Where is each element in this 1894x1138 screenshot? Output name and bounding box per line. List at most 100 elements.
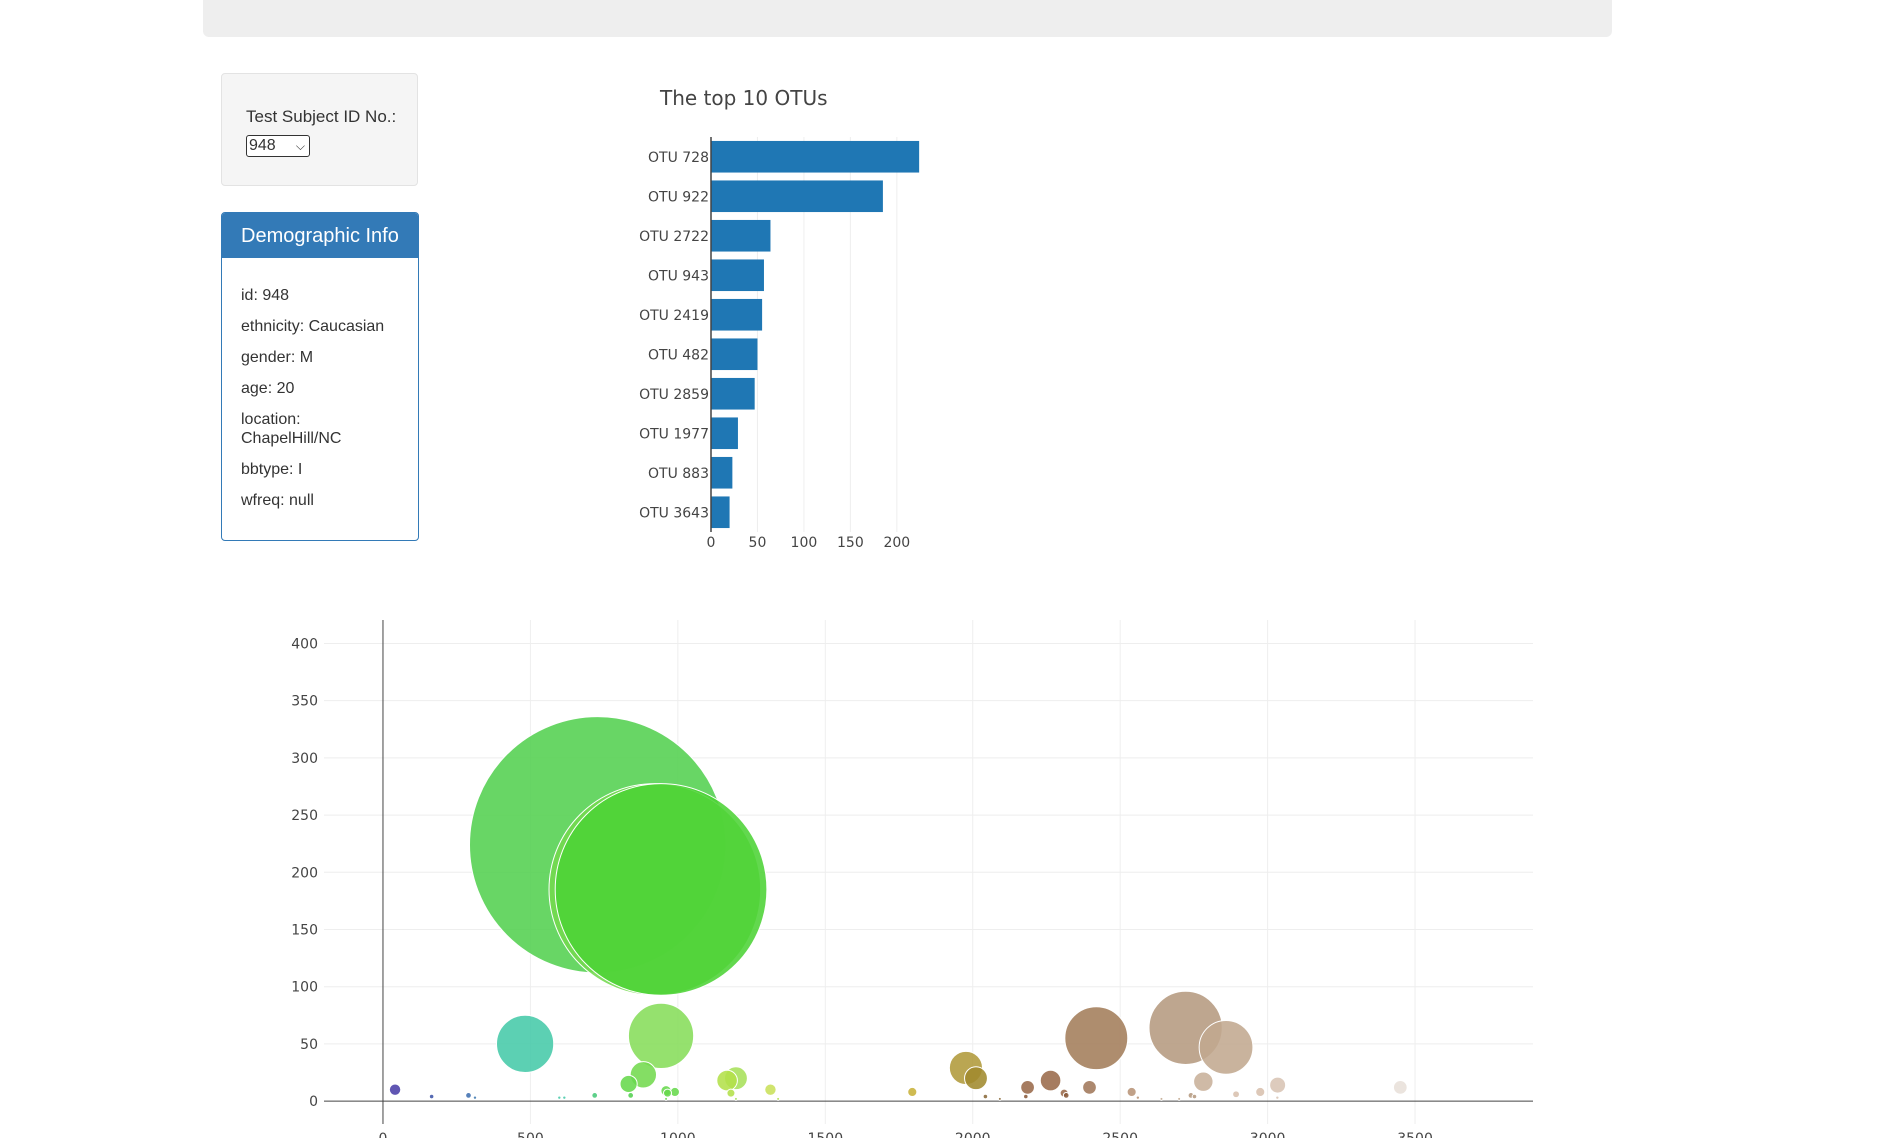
chevron-down-icon: ⌵ <box>295 139 305 153</box>
subject-id-select[interactable]: 948 ⌵ <box>246 135 310 157</box>
bar-y-tick-label: OTU 2722 <box>639 229 709 245</box>
bubble-y-tick-label: 250 <box>291 808 318 824</box>
otu-bubble <box>496 1014 555 1074</box>
otu-bubble <box>1269 1076 1287 1094</box>
bubble-x-tick-label: 1000 <box>660 1131 696 1138</box>
otu-bubble <box>465 1092 472 1099</box>
bubble-x-tick-label: 2000 <box>955 1131 991 1138</box>
bubble-x-tick-label: 1500 <box>807 1131 843 1138</box>
otu-bubble <box>733 1096 738 1101</box>
otu-bubble-chart[interactable]: 0 50 100 150 200 250 300 350 400 0 500 1000 1500 2000… <box>0 560 1894 1138</box>
otu-bubble <box>664 1096 669 1101</box>
bubble-x-tick-label: 3500 <box>1397 1131 1433 1138</box>
otu-bubble <box>1198 1019 1254 1075</box>
otu-bar <box>711 417 738 450</box>
otu-bubble <box>776 1096 781 1101</box>
metadata-wfreq: wfreq: null <box>241 492 314 509</box>
otu-bubble <box>1255 1086 1266 1098</box>
bubble-y-tick-label: 300 <box>291 751 318 767</box>
otu-bubble <box>562 1095 567 1100</box>
top-otus-bar-chart[interactable]: The top 10 OTUs 0 50 100 150 200 OTU 728 OTU 92… <box>0 0 1894 560</box>
bar-x-tick-label: 0 <box>707 535 716 551</box>
otu-bubble <box>554 783 768 996</box>
bubble-y-tick-label: 350 <box>291 694 318 710</box>
otu-bubble <box>1191 1093 1198 1100</box>
otu-bubble <box>663 1088 673 1098</box>
demographic-info-heading: Demographic Info <box>222 213 418 258</box>
subject-id-value: 948 <box>249 137 276 154</box>
otu-bubble <box>1193 1071 1214 1092</box>
bubble-y-tick-label: 400 <box>291 636 318 652</box>
otu-bar <box>711 140 920 173</box>
otu-bubble <box>1159 1096 1164 1101</box>
bar-y-tick-label: OTU 922 <box>648 189 709 205</box>
otu-bar <box>711 338 758 371</box>
otu-bar <box>711 456 733 489</box>
bubble-y-tick-label: 150 <box>291 922 318 938</box>
metadata-bbtype: bbtype: I <box>241 461 303 478</box>
bar-y-tick-label: OTU 943 <box>648 268 709 284</box>
bar-y-tick-label: OTU 482 <box>648 347 709 363</box>
bubble-x-tick-label: 0 <box>379 1131 388 1138</box>
otu-bubble <box>907 1086 918 1098</box>
otu-bar <box>711 180 883 213</box>
metadata-id: id: 948 <box>241 287 290 304</box>
metadata-location: location: ChapelHill/NC <box>241 411 342 447</box>
page-header <box>203 0 1612 37</box>
otu-bubble <box>726 1088 736 1098</box>
otu-bubble <box>997 1096 1002 1101</box>
otu-bubble <box>982 1093 989 1100</box>
otu-bubble <box>964 1066 988 1091</box>
otu-bubble <box>1062 1092 1070 1099</box>
bubble-x-tick-label: 2500 <box>1102 1131 1138 1138</box>
bar-x-tick-label: 150 <box>837 535 864 551</box>
bubble-y-tick-label: 50 <box>300 1037 318 1053</box>
otu-bubble <box>1023 1093 1029 1100</box>
subject-selector-label: Test Subject ID No.: <box>246 107 397 126</box>
otu-bubble <box>1392 1080 1408 1095</box>
otu-bubble <box>1082 1080 1097 1095</box>
bubble-x-tick-label: 3000 <box>1250 1131 1286 1138</box>
bar-chart-title: The top 10 OTUs <box>659 86 828 110</box>
bar-y-tick-label: OTU 2859 <box>639 387 709 403</box>
bubble-y-tick-label: 0 <box>309 1094 318 1110</box>
metadata-gender: gender: M <box>241 349 314 366</box>
otu-bubble <box>627 1092 635 1099</box>
bubble-y-tick-label: 100 <box>291 980 318 996</box>
otu-bar <box>711 377 755 410</box>
otu-bubble <box>627 1002 695 1070</box>
otu-bar <box>711 259 764 292</box>
otu-bubble <box>1064 1006 1129 1071</box>
otu-bubble <box>428 1093 435 1100</box>
otu-bubble <box>1020 1080 1035 1095</box>
otu-bubble <box>1177 1096 1182 1101</box>
otu-bubble <box>388 1083 402 1096</box>
bar-y-tick-label: OTU 883 <box>648 466 709 482</box>
otu-bubble <box>472 1095 478 1100</box>
bar-x-tick-label: 100 <box>791 535 818 551</box>
otu-bar <box>711 219 771 252</box>
bar-y-tick-label: OTU 2419 <box>639 308 709 324</box>
otu-bubble <box>716 1069 738 1092</box>
bar-y-tick-label: OTU 1977 <box>639 426 709 442</box>
demographic-info-panel: Demographic Info id: 948 ethnicity: Cauc… <box>221 212 419 541</box>
otu-bubble <box>1039 1069 1062 1092</box>
demographic-info-body: id: 948 ethnicity: Caucasian gender: M a… <box>222 258 418 510</box>
otu-bubble <box>1275 1095 1280 1100</box>
otu-bubble <box>764 1083 777 1096</box>
bubble-x-tick-label: 500 <box>517 1131 544 1138</box>
subject-selector-panel: Test Subject ID No.: 948 ⌵ <box>221 73 418 186</box>
bar-x-tick-label: 50 <box>749 535 767 551</box>
metadata-age: age: 20 <box>241 380 295 397</box>
otu-bubble <box>557 1095 562 1100</box>
otu-bubble <box>1135 1095 1141 1100</box>
bar-y-tick-label: OTU 728 <box>648 150 709 166</box>
bar-y-tick-label: OTU 3643 <box>639 505 709 521</box>
otu-bar <box>711 496 730 529</box>
bubble-y-tick-label: 200 <box>291 865 318 881</box>
otu-bar <box>711 298 763 331</box>
otu-bubble <box>591 1092 599 1099</box>
otu-bubble <box>619 1074 638 1094</box>
bar-x-tick-label: 200 <box>883 535 910 551</box>
otu-bubble <box>1232 1090 1240 1099</box>
